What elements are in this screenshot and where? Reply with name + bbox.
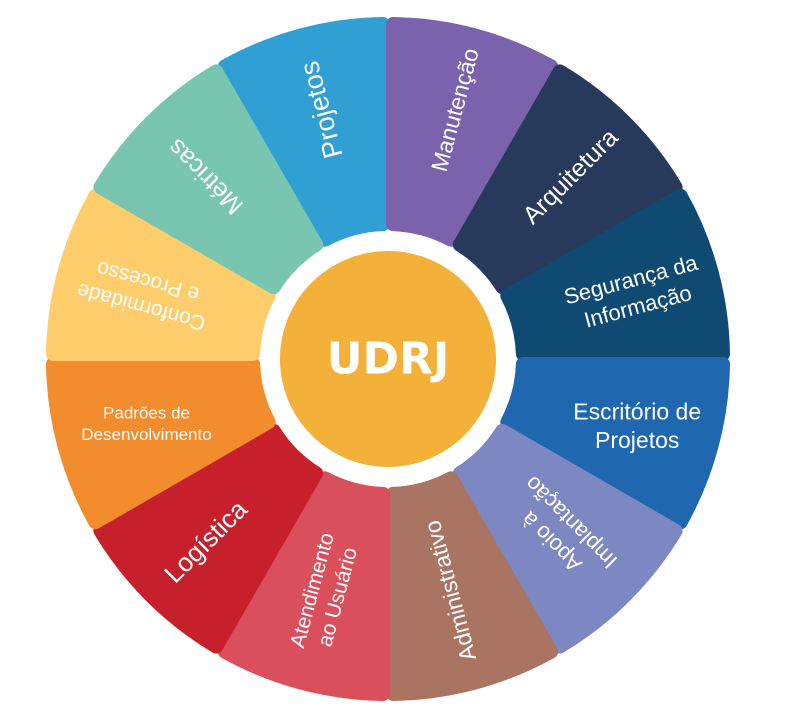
center-hub	[280, 251, 496, 467]
segment-projetos	[217, 17, 390, 247]
wheel-segments	[46, 17, 730, 701]
center-label: UDRJ	[327, 334, 450, 385]
segment-label-line: Projetos	[595, 427, 679, 453]
segment-conformidade	[46, 188, 276, 361]
segment-arquitetura	[452, 64, 683, 295]
segment-escritorio	[500, 357, 730, 530]
segment-administrativo	[386, 471, 559, 701]
segment-label-padroes: Padrões de Desenvolvimento	[81, 404, 211, 444]
segment-label-line: Desenvolvimento	[81, 425, 211, 444]
segment-label-escritorio: Escritório de Projetos	[573, 398, 701, 453]
segment-label-line: Escritório de	[573, 398, 701, 424]
segment-logistica	[93, 423, 324, 654]
segment-padroes	[46, 357, 276, 530]
segment-apoio	[452, 423, 683, 654]
segment-seguranca	[500, 188, 730, 361]
segment-manutencao	[386, 17, 559, 247]
segment-atendimento	[217, 471, 390, 701]
segment-metricas	[93, 64, 324, 295]
segment-label-line: Padrões de	[103, 404, 190, 423]
